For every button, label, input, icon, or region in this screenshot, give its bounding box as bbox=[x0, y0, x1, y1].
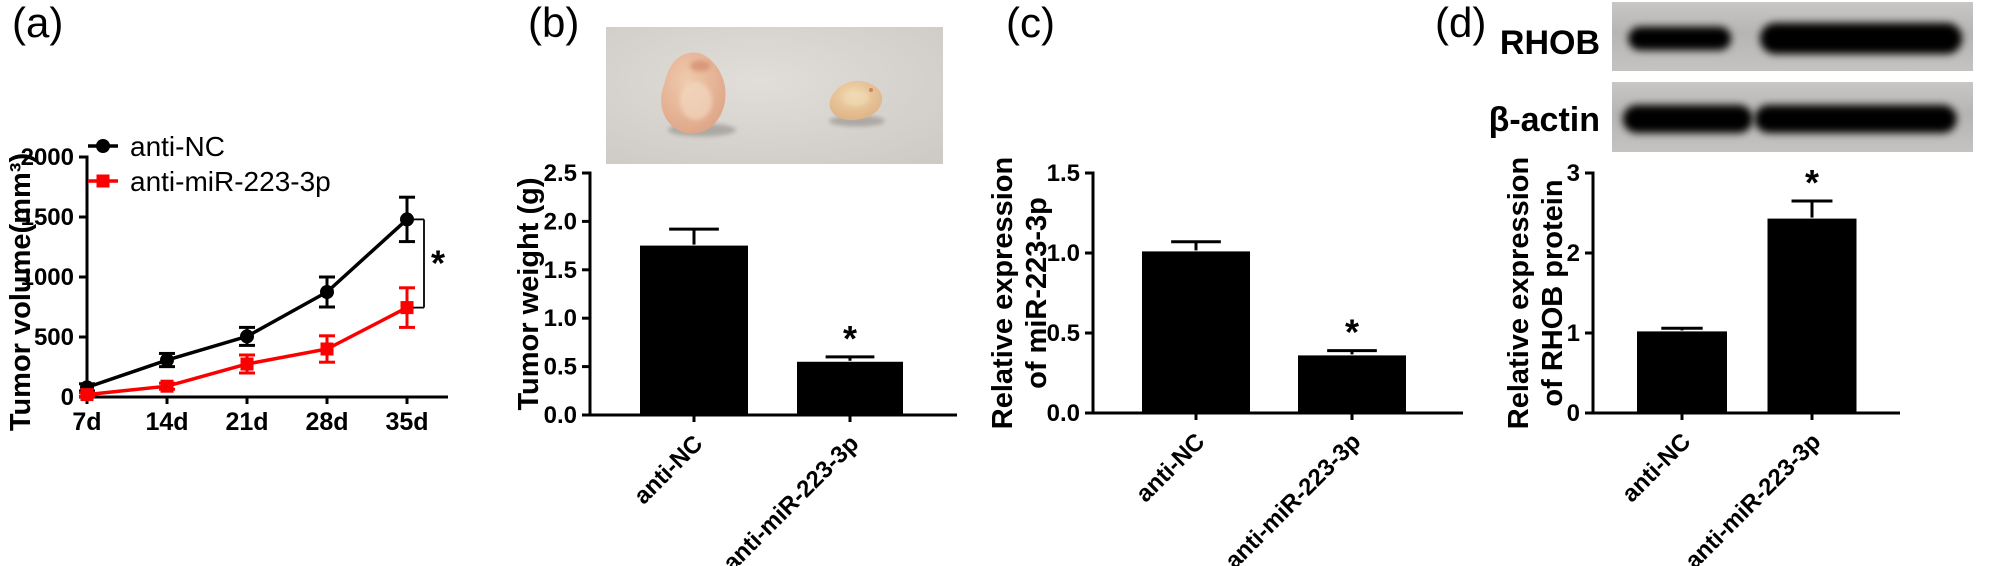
tumor-left-red-patch bbox=[690, 60, 710, 72]
tumor-photo bbox=[606, 27, 943, 164]
y-tick-label: 1000 bbox=[21, 264, 74, 291]
tumor-left-highlight bbox=[680, 82, 712, 120]
y-tick-label: 1.5 bbox=[544, 257, 577, 284]
bar bbox=[1298, 355, 1406, 413]
data-point bbox=[240, 329, 254, 344]
y-tick-label: 0.0 bbox=[1047, 400, 1080, 427]
data-point bbox=[400, 301, 414, 315]
y-tick-label: 0.5 bbox=[1047, 320, 1080, 347]
panel-label-b: (b) bbox=[528, 0, 580, 46]
sig-asterisk: * bbox=[1805, 162, 1819, 203]
x-tick-label: 35d bbox=[385, 408, 428, 436]
x-tick-label: 21d bbox=[225, 408, 268, 436]
y-tick-label: 2000 bbox=[21, 144, 74, 171]
chart-mir-expression-bar: 0.0 0.5 1.0 1.5 anti-NC anti-miR-223-3p * Relat… bbox=[987, 157, 1463, 566]
data-point bbox=[240, 357, 254, 371]
sig-asterisk: * bbox=[1345, 312, 1359, 353]
data-point bbox=[320, 342, 334, 356]
chart-tumor-volume-line: 0 500 1000 1500 2000 7d 14d 21d 28d 35d anti-NC ant… bbox=[5, 131, 448, 436]
bar bbox=[1767, 218, 1857, 413]
x-category-label: anti-miR-223-3p bbox=[718, 430, 864, 566]
chart-tumor-weight-bar: 0.0 0.5 1.0 1.5 2.0 2.5 anti-NC anti-miR-223-3p… bbox=[513, 160, 957, 566]
x-tick-label: 7d bbox=[72, 408, 101, 436]
y-tick-label: 0.0 bbox=[544, 402, 577, 429]
panel-label-c: (c) bbox=[1006, 0, 1055, 46]
y-tick-label: 0.5 bbox=[544, 354, 577, 381]
sig-asterisk: * bbox=[843, 318, 857, 359]
y-axis-title: of miR-223-3p bbox=[1021, 197, 1053, 389]
panel-label-a: (a) bbox=[12, 0, 64, 46]
x-category-label: anti-miR-223-3p bbox=[1220, 428, 1366, 566]
blot-label-rhob: RHOB bbox=[1499, 24, 1600, 62]
photo-background bbox=[606, 27, 943, 164]
data-point bbox=[80, 388, 94, 402]
sig-asterisk: * bbox=[431, 243, 445, 284]
bar bbox=[1637, 331, 1727, 413]
y-tick-label: 2.0 bbox=[544, 208, 577, 235]
blot-label-beta-actin: β-actin bbox=[1488, 101, 1600, 139]
bar bbox=[640, 245, 748, 415]
bar bbox=[1142, 251, 1250, 413]
series-line bbox=[86, 306, 408, 397]
blot-band bbox=[1754, 105, 1957, 133]
x-category-label: anti-NC bbox=[1131, 428, 1210, 507]
x-tick-label: 14d bbox=[145, 408, 188, 436]
y-tick-label: 1.0 bbox=[544, 305, 577, 332]
y-tick-label: 1 bbox=[1567, 320, 1580, 347]
y-axis-title: Relative expression bbox=[1503, 157, 1535, 429]
legend-marker bbox=[96, 139, 110, 153]
blot-band bbox=[1622, 105, 1753, 133]
data-point bbox=[160, 379, 174, 393]
legend-label: anti-miR-223-3p bbox=[130, 166, 331, 197]
data-point bbox=[320, 285, 334, 299]
tumor-right-highlight bbox=[843, 90, 869, 106]
y-tick-label: 0 bbox=[61, 384, 74, 411]
legend-marker bbox=[96, 174, 110, 188]
bar bbox=[797, 361, 903, 415]
y-tick-label: 2.5 bbox=[544, 160, 577, 187]
x-category-label: anti-NC bbox=[1617, 428, 1696, 507]
y-tick-label: 3 bbox=[1567, 160, 1580, 187]
x-category-label: anti-NC bbox=[629, 430, 708, 509]
legend-label: anti-NC bbox=[130, 131, 225, 162]
y-axis-title: Relative expression bbox=[987, 157, 1019, 429]
western-blot-strips bbox=[1612, 2, 1973, 152]
panel-label-d: (d) bbox=[1435, 0, 1487, 46]
x-tick-label: 28d bbox=[305, 408, 348, 436]
x-category-label: anti-miR-223-3p bbox=[1680, 428, 1826, 566]
data-point bbox=[160, 353, 174, 368]
y-tick-label: 2 bbox=[1567, 240, 1580, 267]
y-axis-title: of RHOB protein bbox=[1537, 179, 1569, 406]
tumor-right-speckle bbox=[869, 88, 873, 92]
y-tick-label: 1500 bbox=[21, 204, 74, 231]
y-tick-label: 1.0 bbox=[1047, 240, 1080, 267]
y-axis-title: Tumor weight (g) bbox=[513, 177, 545, 410]
y-tick-label: 500 bbox=[34, 324, 74, 351]
data-point bbox=[400, 212, 414, 227]
blot-band bbox=[1760, 22, 1963, 55]
y-tick-label: 0 bbox=[1567, 400, 1580, 427]
blot-band bbox=[1628, 26, 1732, 51]
y-tick-label: 1.5 bbox=[1047, 160, 1080, 187]
y-axis-title: Tumor volume(mm³) bbox=[5, 153, 37, 431]
